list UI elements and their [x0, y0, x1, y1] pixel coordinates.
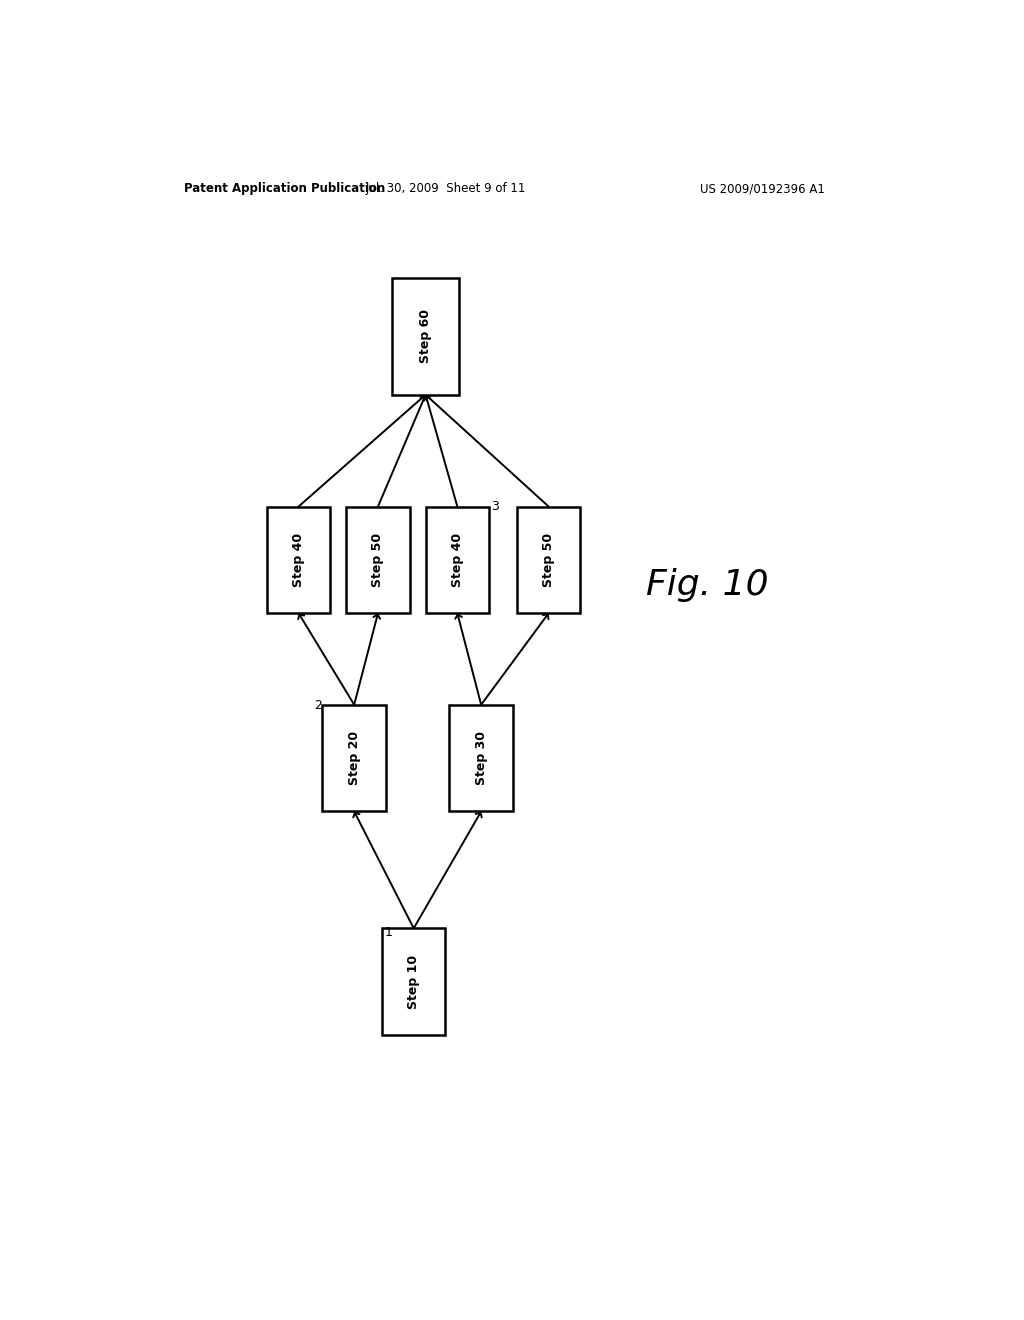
Text: 2: 2: [314, 698, 323, 711]
Bar: [323, 705, 386, 812]
Text: Fig. 10: Fig. 10: [646, 569, 769, 602]
Text: 3: 3: [490, 499, 499, 512]
Text: US 2009/0192396 A1: US 2009/0192396 A1: [700, 182, 825, 195]
Text: Patent Application Publication: Patent Application Publication: [183, 182, 385, 195]
Bar: [382, 928, 445, 1035]
Text: 1: 1: [384, 927, 392, 940]
Text: Step 50: Step 50: [372, 533, 384, 587]
Bar: [346, 507, 410, 614]
Text: Step 50: Step 50: [542, 533, 555, 587]
Bar: [392, 277, 460, 395]
Bar: [517, 507, 581, 614]
Text: Jul. 30, 2009  Sheet 9 of 11: Jul. 30, 2009 Sheet 9 of 11: [366, 182, 525, 195]
Bar: [426, 507, 489, 614]
Text: Step 60: Step 60: [419, 309, 432, 363]
Text: Step 40: Step 40: [292, 533, 305, 587]
Text: Step 40: Step 40: [451, 533, 464, 587]
Bar: [450, 705, 513, 812]
Bar: [267, 507, 331, 614]
Text: Step 30: Step 30: [475, 731, 487, 785]
Text: Step 20: Step 20: [348, 731, 360, 785]
Text: Step 10: Step 10: [408, 954, 420, 1008]
